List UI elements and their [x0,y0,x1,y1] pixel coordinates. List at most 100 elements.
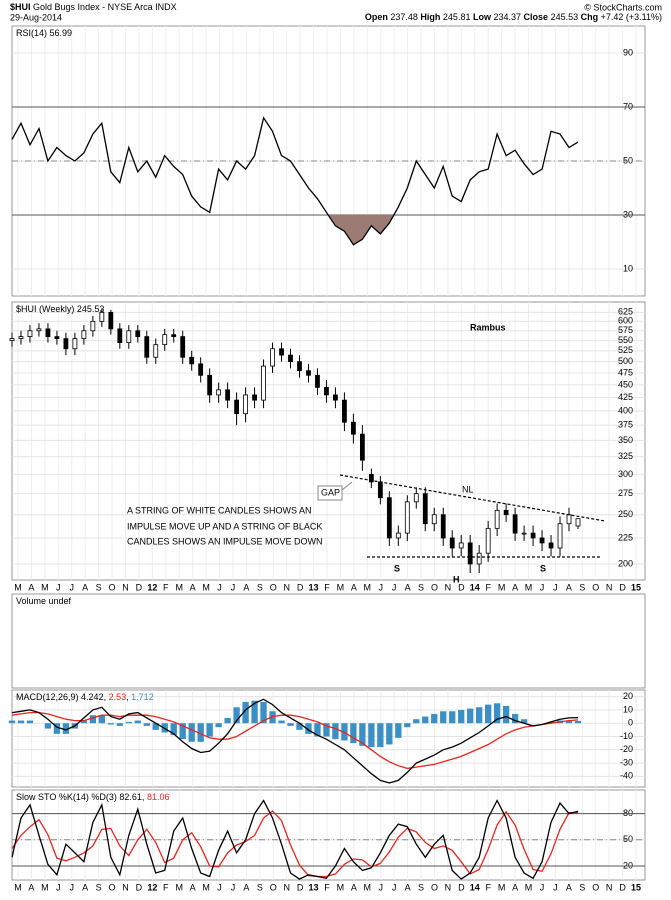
candle-body [575,518,581,527]
candle-body [108,311,114,330]
histogram-bar [188,723,195,742]
separator: , [126,692,129,702]
x-tick-label: 12 [147,582,157,592]
close-value: 245.53 [551,12,579,22]
last-value: 82.61 [119,792,142,802]
histogram-bar [116,723,123,726]
x-tick-label: M [498,582,506,592]
separator: , [104,692,107,702]
series-line [11,711,579,770]
candle-body [521,532,527,535]
histogram-bar [206,723,213,737]
candle-body [27,330,33,338]
candle-body [261,365,266,401]
x-tick-label: S [96,582,102,592]
x-tick-label: N [445,882,452,892]
histogram-bar [314,723,321,737]
x-tick-label: S [257,882,263,892]
histogram-bar [179,723,186,740]
x-tick-label: S [96,882,102,892]
x-tick-label: M [202,582,210,592]
candle-body [494,509,500,529]
candle-body [368,474,374,483]
y-tick-label: 20 [623,860,633,870]
y-tick-label: 350 [618,435,633,445]
candle-body [333,394,338,401]
candle-body [207,374,213,396]
histogram-bar [251,700,258,724]
candle-body [324,386,329,396]
histogram-bar [287,723,294,726]
candle-body [189,356,195,365]
x-tick-label: 14 [470,882,480,892]
candle-body [279,348,284,356]
candle-body [422,493,428,525]
series-line [11,799,579,880]
annotation: A STRING OF WHITE CANDLES SHOWS AN [127,505,312,515]
histogram-bar [242,701,249,724]
x-tick-label: 13 [309,882,319,892]
annotation: Rambus [470,322,506,332]
series-line [11,116,579,246]
panel-frame [11,593,646,689]
candle-body [440,514,446,539]
candle-body [126,330,132,343]
histogram-bar [449,711,456,724]
histogram-bar [440,711,447,724]
histogram-bar [305,723,312,734]
open-value: 237.48 [390,12,418,22]
histogram-bar [458,709,465,724]
x-tick-label: O [592,882,599,892]
x-tick-label: O [270,882,277,892]
y-tick-label: 10 [623,263,633,273]
x-tick-label: M [14,882,22,892]
y-tick-label: -40 [620,771,633,781]
x-tick-label: A [566,882,572,892]
candle-body [18,336,24,339]
candle-body [144,336,150,358]
histogram-bar [431,713,438,724]
candle-body [45,328,51,338]
x-tick-label: A [28,582,34,592]
histogram-bar [377,723,384,748]
panel-title: Slow STO %K(14) %D(3) 82.61, 81.06 [16,792,169,802]
x-tick-label: J [553,882,558,892]
y-tick-label: 30 [623,209,633,219]
y-tick-label: -10 [620,731,633,741]
low-value: 234.37 [493,12,521,22]
panel-frame [11,689,646,788]
histogram-bar [413,719,420,724]
x-tick-label: A [190,582,196,592]
x-tick-label: A [512,882,518,892]
x-tick-label: M [41,582,49,592]
annotation: S [394,563,400,573]
x-tick-label: O [109,882,116,892]
last-value: 2.53 [109,692,127,702]
candle-body [81,330,87,339]
x-tick-label: F [163,882,169,892]
x-tick-label: M [364,882,372,892]
candle-body [153,344,159,358]
x-tick-label: M [202,882,210,892]
x-tick-label: D [619,582,626,592]
candle-body [180,336,186,358]
candle-body [234,399,240,415]
y-tick-label: -20 [620,744,633,754]
x-tick-label: S [418,582,424,592]
histogram-bar [422,716,429,724]
x-tick-label: S [579,882,585,892]
annotation: H [453,574,460,584]
histogram-bar [134,720,141,724]
y-tick-label: 375 [618,420,633,430]
y-tick-label: 300 [618,469,633,479]
x-tick-label: 15 [631,882,641,892]
candle-body [288,354,293,363]
x-tick-label: D [136,582,143,592]
candle-body [467,542,473,565]
histogram-bar [502,705,510,724]
title-text: RSI(14) [16,28,47,38]
last-value: 245.53 [77,304,105,314]
x-tick-label: 15 [631,582,641,592]
y-tick-label: 450 [618,379,633,389]
histogram-bar [350,723,357,744]
